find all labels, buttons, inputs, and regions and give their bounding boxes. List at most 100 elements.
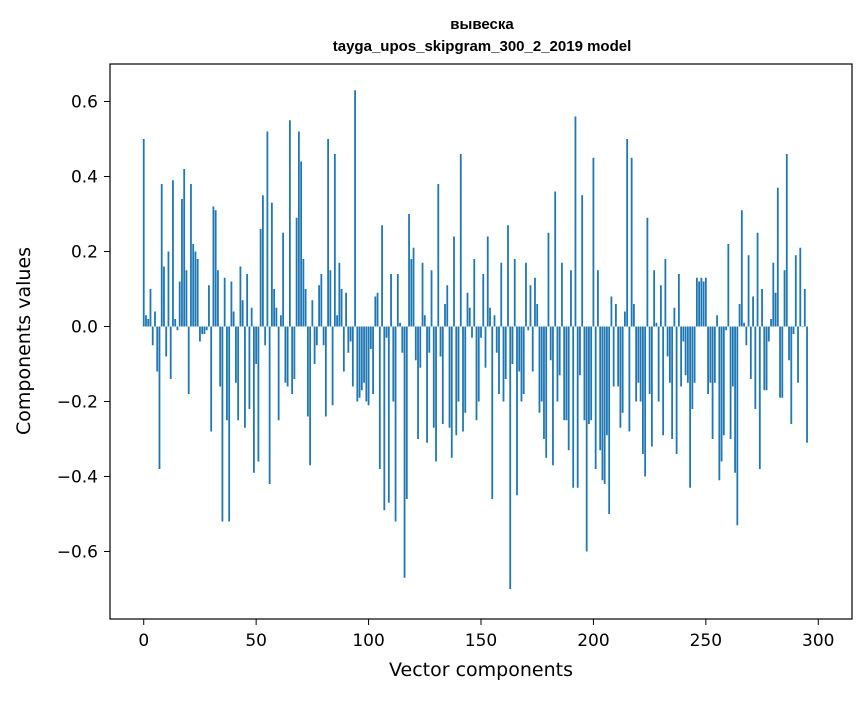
x-tick-label: 200 — [577, 631, 609, 651]
bar — [722, 326, 725, 436]
bar — [594, 326, 597, 469]
bar — [223, 277, 226, 327]
bar — [250, 307, 253, 327]
bar — [570, 270, 572, 327]
bar — [745, 326, 748, 346]
bar — [333, 154, 336, 327]
bar — [376, 292, 379, 327]
bar — [194, 251, 197, 327]
bar — [500, 262, 503, 327]
bar — [579, 326, 581, 376]
bar — [592, 157, 595, 327]
bar — [196, 259, 199, 327]
bar — [806, 326, 808, 443]
bar — [266, 131, 269, 327]
bar — [277, 326, 280, 421]
bar — [320, 274, 323, 327]
bar — [713, 326, 716, 383]
bar — [342, 326, 345, 372]
bar — [606, 326, 608, 436]
bar — [563, 326, 566, 421]
bar — [612, 326, 615, 387]
bar — [235, 326, 237, 383]
bar — [228, 326, 231, 522]
y-tick-label: 0.4 — [71, 168, 98, 188]
bar — [635, 326, 638, 402]
bar — [637, 326, 640, 383]
x-axis-label: Vector components — [389, 659, 573, 681]
bar — [441, 326, 444, 424]
bar — [217, 270, 219, 327]
bar — [311, 300, 314, 327]
bar — [468, 307, 471, 327]
bar — [801, 326, 804, 327]
bar — [302, 259, 305, 327]
bar — [675, 326, 678, 454]
x-tick-label: 250 — [690, 631, 722, 651]
bar — [378, 326, 381, 469]
bar — [648, 326, 651, 394]
bar — [385, 326, 388, 338]
bar — [331, 326, 334, 406]
bar — [608, 326, 611, 514]
bar — [752, 296, 754, 327]
bar — [241, 300, 244, 327]
bar — [390, 274, 392, 327]
bar — [257, 326, 260, 462]
bar — [585, 326, 588, 552]
bar — [700, 277, 703, 327]
bar — [788, 326, 790, 361]
x-tick-label: 0 — [138, 631, 149, 651]
bar — [403, 326, 406, 578]
bar — [396, 274, 399, 327]
bar — [659, 285, 662, 327]
bar — [738, 304, 741, 327]
bar — [444, 304, 446, 327]
bar — [190, 184, 192, 327]
bar — [504, 326, 507, 379]
bar — [567, 326, 570, 451]
bar — [646, 217, 649, 327]
bar — [543, 326, 545, 439]
bar — [601, 326, 604, 481]
y-axis-label: Components values — [13, 247, 35, 435]
bar — [749, 326, 752, 379]
bar — [181, 199, 183, 327]
bar — [226, 326, 228, 421]
bar — [507, 225, 509, 327]
bar — [729, 326, 732, 439]
bar — [603, 326, 606, 484]
y-axis-ticks: −0.6 −0.4 −0.2 0.0 0.2 0.4 0.6 — [57, 93, 110, 563]
bar — [408, 214, 410, 327]
bar — [288, 120, 291, 327]
bar — [534, 277, 536, 327]
bar — [338, 262, 341, 327]
bar — [329, 270, 332, 327]
bar — [210, 326, 213, 432]
bar — [718, 326, 721, 481]
bar — [264, 326, 267, 346]
bar — [208, 285, 210, 327]
bar — [790, 326, 793, 424]
bar — [655, 322, 658, 327]
bar — [522, 326, 525, 394]
bar — [770, 319, 772, 327]
bar — [704, 277, 707, 327]
bar — [502, 326, 505, 402]
bar — [255, 326, 258, 364]
bar — [417, 326, 419, 439]
bar — [421, 262, 424, 327]
bar — [763, 326, 766, 391]
bar — [552, 326, 554, 466]
bar — [151, 326, 154, 346]
bar — [446, 285, 449, 327]
bar — [536, 304, 539, 327]
bar — [531, 326, 534, 372]
bar — [291, 326, 294, 394]
y-tick-label: −0.4 — [57, 468, 98, 488]
bar — [540, 326, 543, 402]
bar — [785, 154, 788, 327]
bar — [239, 266, 242, 327]
